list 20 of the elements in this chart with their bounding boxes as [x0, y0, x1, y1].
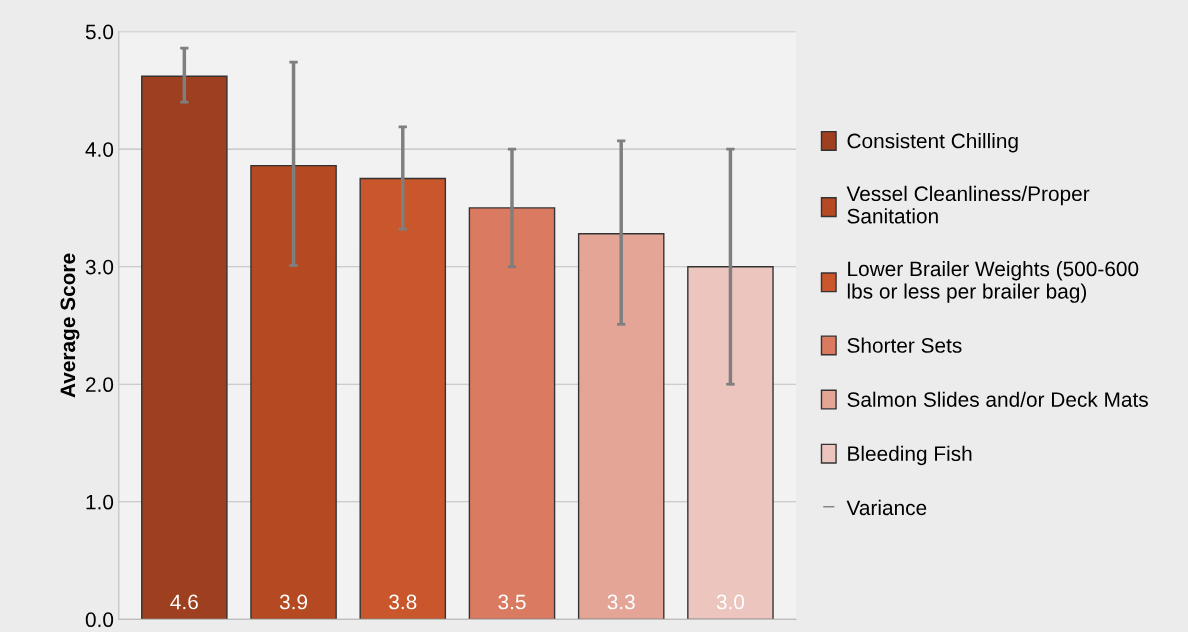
data-label: 3.5	[498, 594, 526, 610]
y-tick-label: 1.0	[86, 494, 114, 510]
legend-label: Consistent Chilling	[847, 133, 1018, 153]
data-label: 3.0	[716, 594, 745, 610]
data-label: 3.8	[389, 594, 417, 610]
legend-label: Shorter Sets	[847, 337, 962, 353]
y-axis-title: Average Score	[60, 253, 80, 398]
y-tick-label: 3.0	[85, 259, 114, 275]
legend-label: Salmon Slides and/or Deck Mats	[847, 391, 1148, 407]
y-tick-label: 5.0	[85, 24, 114, 40]
legend-label: Bleeding Fish	[848, 445, 972, 466]
legend-label: Vessel Cleanliness/Proper Sanitation	[846, 185, 1090, 224]
data-label: 4.6	[170, 594, 198, 610]
text: Variance	[846, 499, 927, 516]
y-tick-label: 2.0	[86, 377, 114, 393]
data-label: 3.3	[607, 594, 635, 610]
data-label: 3.9	[279, 594, 308, 610]
y-tick-label: 4.0	[85, 142, 114, 157]
y-tick-label: 0.0	[85, 612, 114, 628]
legend-label: Lower Brailer Weights (500-600 lbs or less per brailer bag)	[847, 260, 1139, 303]
